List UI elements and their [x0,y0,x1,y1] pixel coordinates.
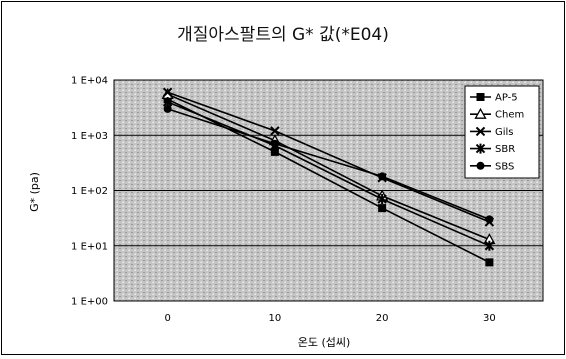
circle-marker [378,172,387,181]
series-line [167,108,490,221]
legend: AP-5 Chem Gils SBR SBS [464,85,540,179]
triangle-marker [474,107,487,119]
x-marker [162,87,173,97]
y-tick-label: 1 E+04 [71,76,108,87]
x-axis-label: 온도 (섭씨) [298,336,351,349]
chart-title: 개질아스팔트의 G* 값(*E04) [177,25,389,45]
x-tick-label: 0 [164,313,170,324]
circle-marker [485,215,494,224]
x-tick-label: 20 [376,313,389,324]
series-line [167,91,490,223]
x-marker [475,126,486,137]
y-axis-label: G* (pa) [28,172,41,212]
square-marker [485,258,494,267]
legend-label: Gils [495,127,514,138]
y-tick-label: 1 E+01 [71,241,108,252]
square-marker [270,147,279,156]
series-line [167,101,490,247]
square-marker [378,204,387,213]
x-tick-label: 10 [269,313,282,324]
y-tick-label: 1 E+00 [71,297,108,308]
legend-label: Chem [495,110,524,121]
square-marker [476,93,485,101]
series-group [161,87,496,267]
circle-marker [163,104,172,113]
y-tick-label: 1 E+03 [71,131,108,142]
star-marker [484,240,495,251]
series-line [167,93,490,241]
circle-marker [476,161,485,170]
legend-label: SBR [495,144,515,155]
y-axis-ticks: 1 E+00 1 E+01 1 E+02 1 E+03 1 E+04 [71,76,108,308]
x-axis-ticks: 0 10 20 30 [164,313,495,324]
x-marker [270,126,280,136]
star-marker [377,194,387,205]
star-marker [475,143,486,154]
legend-label: AP-5 [495,93,518,104]
legend-label: SBS [495,161,514,172]
circle-marker [270,139,279,148]
y-tick-label: 1 E+02 [71,186,108,197]
chart-svg: 개질아스팔트의 G* 값(*E04) 1 E+001 E+011 E+021 E… [28,25,544,349]
gridlines [114,79,543,302]
x-tick-label: 30 [483,313,496,324]
